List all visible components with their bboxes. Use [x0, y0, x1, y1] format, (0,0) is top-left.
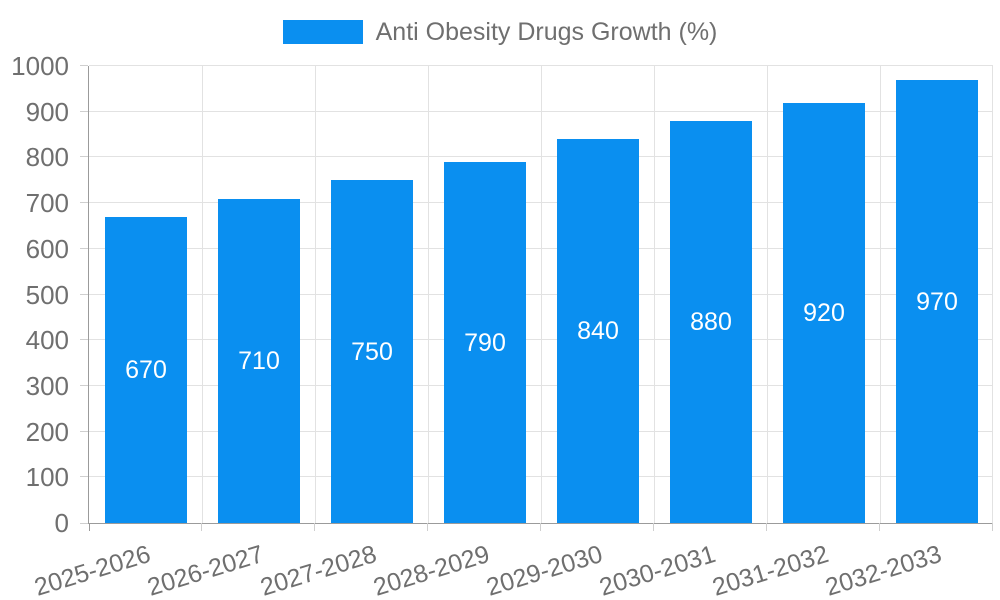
x-tick-label: 2029-2030	[483, 540, 607, 600]
x-axis-tick	[201, 523, 202, 531]
bar-2027-2028[interactable]	[331, 180, 413, 523]
y-axis-tick	[80, 523, 88, 524]
x-tick-label: 2031-2032	[709, 540, 833, 600]
x-gridline	[992, 66, 993, 523]
x-axis-tick	[540, 523, 541, 531]
x-gridline	[767, 66, 768, 523]
bar-2025-2026[interactable]	[105, 217, 187, 523]
x-gridline	[541, 66, 542, 523]
y-tick-label: 700	[25, 188, 69, 218]
y-tick-label: 300	[25, 371, 69, 401]
bar-2028-2029[interactable]	[444, 162, 526, 523]
bar-2031-2032[interactable]	[783, 103, 865, 523]
bar-2030-2031[interactable]	[670, 121, 752, 523]
x-axis-tick	[879, 523, 880, 531]
y-tick-label: 900	[25, 97, 69, 127]
y-tick-label: 100	[25, 462, 69, 492]
y-axis-tick	[80, 248, 88, 249]
x-axis-tick	[653, 523, 654, 531]
y-tick-label: 200	[25, 417, 69, 447]
x-tick-label: 2027-2028	[257, 540, 381, 600]
x-gridline	[880, 66, 881, 523]
x-tick-label: 2030-2031	[596, 540, 720, 600]
y-axis-tick	[80, 111, 88, 112]
x-gridline	[428, 66, 429, 523]
y-axis-tick	[80, 431, 88, 432]
y-axis-tick	[80, 202, 88, 203]
x-gridline	[654, 66, 655, 523]
x-axis-tick	[427, 523, 428, 531]
y-tick-label: 1000	[11, 51, 69, 81]
bar-2026-2027[interactable]	[218, 199, 300, 523]
x-axis-tick	[992, 523, 993, 531]
x-tick-label: 2025-2026	[31, 540, 155, 600]
x-axis-tick	[314, 523, 315, 531]
x-tick-label: 2028-2029	[370, 540, 494, 600]
x-tick-label: 2032-2033	[822, 540, 946, 600]
y-axis-tick	[80, 156, 88, 157]
y-axis-tick	[80, 65, 88, 66]
x-gridline	[202, 66, 203, 523]
y-gridline	[89, 65, 993, 66]
bar-2029-2030[interactable]	[557, 139, 639, 523]
y-axis-tick	[80, 385, 88, 386]
x-tick-label: 2026-2027	[144, 540, 268, 600]
legend-swatch	[282, 20, 363, 44]
y-axis-tick	[80, 476, 88, 477]
y-tick-label: 400	[25, 325, 69, 355]
y-axis-tick	[80, 294, 88, 295]
y-tick-label: 600	[25, 234, 69, 264]
x-axis-tick	[89, 523, 90, 531]
x-gridline	[315, 66, 316, 523]
legend[interactable]: Anti Obesity Drugs Growth (%)	[0, 17, 1000, 47]
bar-2032-2033[interactable]	[896, 80, 978, 523]
y-tick-label: 800	[25, 142, 69, 172]
y-tick-label: 0	[54, 508, 69, 538]
x-axis-tick	[766, 523, 767, 531]
legend-label: Anti Obesity Drugs Growth (%)	[375, 17, 718, 46]
y-tick-label: 500	[25, 280, 69, 310]
y-axis-tick	[80, 339, 88, 340]
plot-area: 0 100 200 300 400 500 600 700 800 900 1000 670 2025-…	[11, 52, 993, 600]
